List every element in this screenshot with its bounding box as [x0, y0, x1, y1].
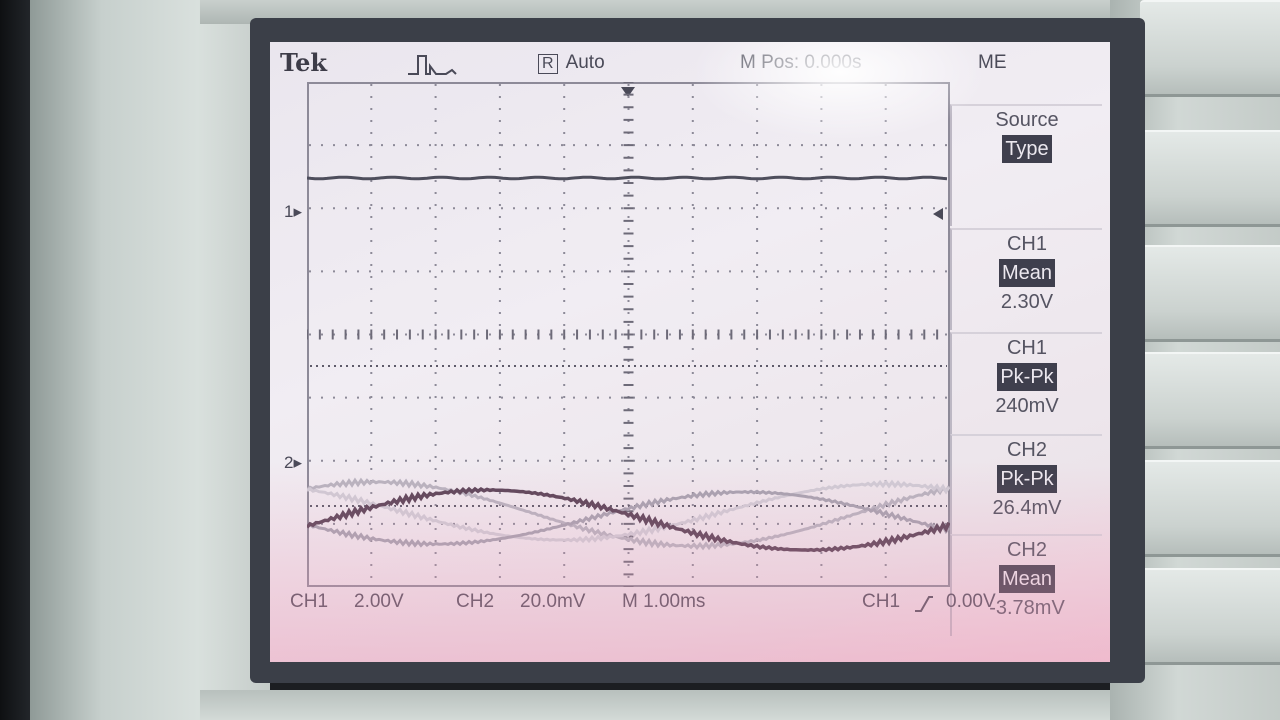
ch1-trace — [307, 175, 948, 181]
oscilloscope-bezel-left — [30, 0, 270, 720]
brand-logo: Tek — [280, 48, 328, 77]
trigger-level: 0.00V — [946, 591, 996, 612]
rising-edge-icon — [915, 596, 933, 612]
menu-item-value: 26.4mV — [992, 497, 1062, 519]
menu-ch1-mean[interactable]: CH1 Mean 2.30V — [950, 228, 1102, 330]
trigger-level-arrow-icon — [933, 208, 943, 220]
menu-ch1-pk-pk[interactable]: CH1 Pk-Pk 240mV — [950, 332, 1102, 434]
ch1-marker-label: 1 — [284, 202, 294, 221]
bezel-button-top[interactable] — [1140, 0, 1280, 97]
menu-item-label: Pk-Pk — [997, 465, 1057, 493]
trigger-position-arrow-icon — [621, 87, 635, 97]
ch2-ground-marker: 2▸ — [284, 453, 303, 472]
menu-item-title: Source — [995, 109, 1059, 131]
menu-item-value: 2.30V — [1000, 291, 1054, 313]
oscilloscope-bezel-bottom — [200, 690, 1200, 720]
oscilloscope-screen: Tek R Auto M Pos: 0.000s ME 1▸ 2▸ Source … — [270, 42, 1110, 662]
trigger-status-text: Auto — [565, 52, 605, 73]
menu-item-value: -3.78mV — [989, 597, 1065, 619]
menu-title: ME — [978, 52, 1007, 73]
trigger-ready-badge: R — [538, 54, 558, 74]
menu-item-label: Type — [1002, 135, 1052, 163]
ch2-scale-value: 20.0mV — [520, 591, 586, 612]
menu-item-label: Mean — [998, 259, 1056, 287]
menu-item-value: 240mV — [995, 395, 1059, 417]
ch2-marker-label: 2 — [284, 453, 294, 472]
graticule — [307, 82, 950, 587]
menu-item-label: Mean — [998, 565, 1056, 593]
ch2-persistence-trace-secondary — [307, 479, 950, 544]
menu-item-title: CH2 — [1006, 539, 1047, 561]
menu-source-type[interactable]: Source Type — [950, 104, 1102, 226]
ch2-persistence-trace-tertiary — [307, 489, 950, 548]
bezel-button-2[interactable] — [1140, 245, 1280, 342]
horizontal-position: M Pos: 0.000s — [740, 52, 862, 73]
trigger-source: CH1 — [862, 591, 901, 612]
bezel-button-4[interactable] — [1140, 460, 1280, 557]
bezel-button-1[interactable] — [1140, 130, 1280, 227]
menu-item-title: CH1 — [1006, 233, 1047, 255]
menu-item-title: CH1 — [1006, 337, 1047, 359]
menu-ch2-pk-pk[interactable]: CH2 Pk-Pk 26.4mV — [950, 434, 1102, 536]
trigger-status: R Auto — [538, 52, 605, 74]
timebase: M 1.00ms — [622, 591, 706, 612]
ch2-scale-label: CH2 — [456, 591, 495, 612]
ch1-ground-marker: 1▸ — [284, 202, 303, 221]
ch1-scale-value: 2.00V — [354, 591, 404, 612]
status-bar: CH1 2.00V CH2 20.0mV M 1.00ms CH1 0.00V — [270, 587, 1110, 662]
ch2-persistence-trace — [307, 477, 950, 551]
menu-ch2-mean[interactable]: CH2 Mean -3.78mV — [950, 534, 1102, 636]
bezel-button-3[interactable] — [1140, 352, 1280, 449]
ch2-trace — [307, 486, 950, 553]
ch1-scale-label: CH1 — [290, 591, 329, 612]
menu-item-title: CH2 — [1006, 439, 1047, 461]
menu-item-label: Pk-Pk — [997, 363, 1057, 391]
bezel-button-5[interactable] — [1140, 568, 1280, 665]
measure-side-menu: Source Type CH1 Mean 2.30V CH1 Pk-Pk 240… — [950, 82, 1110, 636]
acquisition-mode-icon — [408, 55, 457, 75]
